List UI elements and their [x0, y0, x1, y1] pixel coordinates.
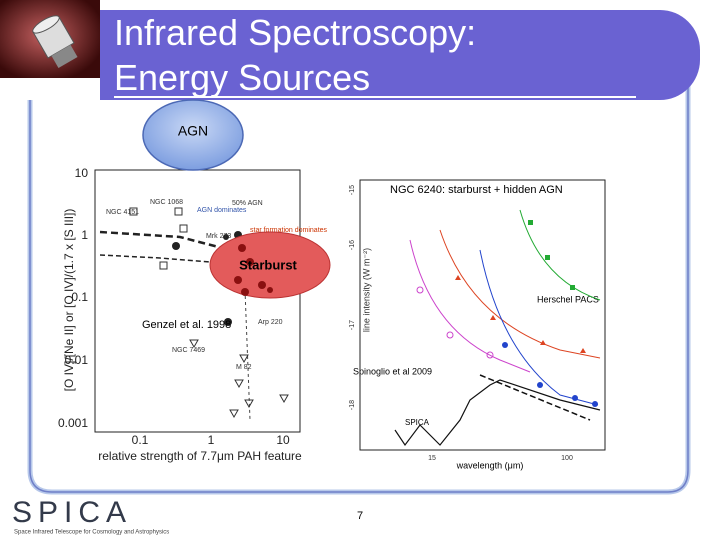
x-tick-label: 10 — [276, 433, 290, 447]
x-axis-label: wavelength (μm) — [456, 460, 524, 470]
annotation: NGC 1068 — [150, 199, 183, 206]
slide-frame-inner — [29, 70, 689, 493]
y-tick-label: 10 — [75, 166, 89, 180]
title-line: Infrared Spectroscopy: — [114, 12, 476, 53]
markers — [129, 207, 289, 419]
sensitivity-curve — [479, 374, 591, 421]
guide-line — [244, 289, 251, 421]
curve-markers — [416, 220, 598, 407]
annotation: AGN dominates — [197, 207, 247, 214]
left-figure: 10 1 0.1 0.01 0.001 0.1 1 10 relative st… — [58, 166, 328, 463]
annotation: NGC 7469 — [172, 347, 205, 354]
title-bar-edge — [100, 10, 160, 100]
y-tick-label: 0.1 — [71, 290, 88, 304]
x-tick-label: 15 — [428, 455, 436, 462]
curve — [519, 209, 601, 301]
logo: SPICA — [12, 496, 132, 529]
annotation: star formation dominates — [250, 227, 328, 234]
right-figure: NGC 6240: starburst + hidden AGN -15 -16… — [349, 179, 606, 470]
citation: Genzel et al. 1998 — [142, 319, 231, 331]
y-tick-label: -15 — [349, 185, 356, 195]
annotation: Mrk 273 — [206, 233, 231, 240]
y-tick-label: -16 — [349, 240, 356, 250]
figure-title: NGC 6240: starburst + hidden AGN — [390, 184, 563, 196]
annotation: NGC 4151 — [106, 209, 139, 216]
instrument-label: Herschel PACS — [537, 294, 599, 304]
curve — [479, 249, 599, 406]
citation: Spinoglio et al 2009 — [353, 366, 432, 376]
plot-frame — [94, 169, 301, 433]
x-tick-label: 100 — [561, 455, 573, 462]
sensitivity-curve — [394, 379, 601, 447]
instrument-label: SPICA — [405, 418, 430, 427]
satellite-icon — [32, 15, 78, 69]
title-line: Energy Sources — [114, 57, 370, 98]
mixing-line — [99, 254, 211, 263]
annotation: M 82 — [236, 364, 252, 371]
starburst-label: Starburst — [239, 257, 297, 272]
y-tick-label: 1 — [81, 228, 88, 242]
y-tick-label: -18 — [349, 400, 356, 410]
y-axis-label: line intensity (W m⁻²) — [361, 248, 371, 332]
y-tick-label: 0.001 — [58, 416, 88, 430]
x-tick-label: 1 — [208, 433, 215, 447]
page-number: 7 — [357, 510, 363, 522]
plot-frame — [359, 179, 606, 451]
agn-label: AGN — [178, 123, 208, 139]
agn-ellipse — [142, 99, 244, 171]
curve — [439, 229, 601, 359]
title-bar — [100, 10, 700, 100]
y-tick-label: 0.01 — [65, 353, 89, 367]
dark-markers — [172, 231, 242, 326]
starburst-markers — [234, 244, 273, 296]
y-tick-label: -17 — [349, 320, 356, 330]
x-tick-label: 0.1 — [132, 433, 149, 447]
y-axis-label: [O IV]/[Ne II] or [O IV]/(1.7 x [S III]) — [62, 209, 76, 392]
annotation: 50% AGN — [232, 200, 263, 207]
annotation: Arp 220 — [258, 319, 283, 326]
x-axis-label: relative strength of 7.7μm PAH feature — [98, 449, 302, 463]
logo-subtitle: Space Infrared Telescope for Cosmology a… — [14, 530, 169, 536]
